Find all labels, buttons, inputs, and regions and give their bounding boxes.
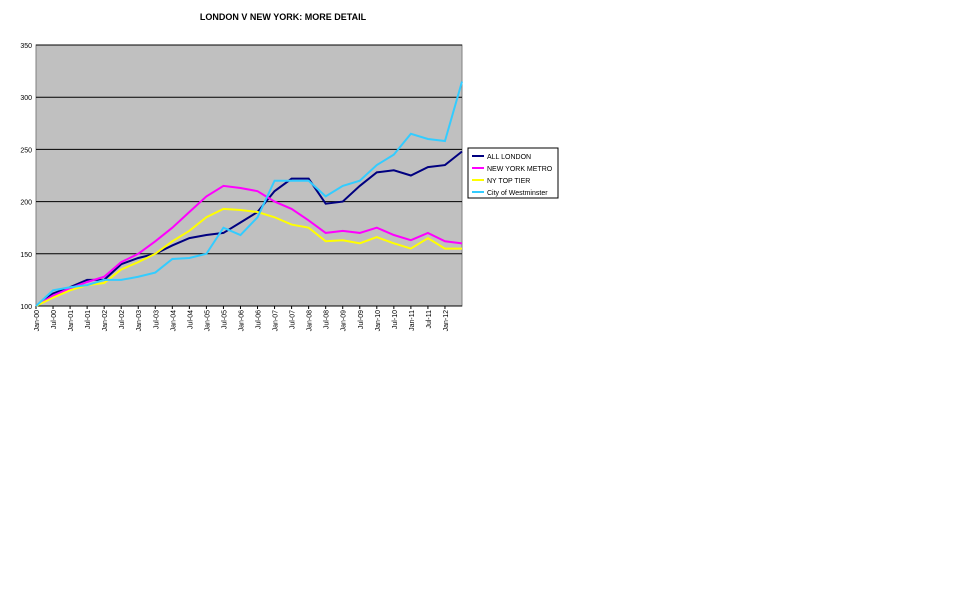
x-tick-label: Jan-02 [102,310,109,332]
x-tick-label: Jul-03 [153,310,160,329]
plot-area [35,44,463,307]
x-tick-label: Jan-11 [409,310,416,331]
x-tick-label: Jan-03 [136,310,143,332]
legend-label: City of Westminster [487,190,548,197]
y-tick-label: 250 [20,147,32,154]
y-tick-label: 200 [20,200,32,207]
y-tick-label: 100 [20,304,32,311]
series-line [35,81,463,307]
x-tick-label: Jan-06 [238,310,245,332]
series-line [35,150,463,307]
x-tick-label: Jul-06 [256,310,263,329]
x-tick-label: Jan-05 [204,310,211,332]
x-tick-label: Jan-10 [375,310,382,332]
x-tick-label: Jan-07 [273,310,280,332]
series-line [35,184,463,307]
x-tick-label: Jul-04 [187,310,194,329]
y-tick-label: 150 [20,252,32,259]
legend-label: NEW YORK METRO [487,166,553,173]
x-tick-label: Jul-11 [426,310,433,329]
legend-box [467,147,559,199]
x-tick-label: Jan-01 [68,310,75,332]
x-tick-label: Jan-04 [170,310,177,332]
x-tick-label: Jul-05 [221,310,228,329]
x-tick-label: Jan-08 [307,310,314,332]
legend-label: ALL LONDON [487,154,531,161]
x-tick-label: Jul-10 [392,310,399,329]
y-tick-label: 350 [20,43,32,50]
x-tick-label: Jan-12 [443,310,450,332]
x-tick-label: Jul-08 [324,310,331,329]
x-tick-label: Jan-09 [341,310,348,332]
x-tick-label: Jul-01 [85,310,92,329]
x-tick-label: Jul-00 [51,310,58,329]
y-tick-label: 300 [20,95,32,102]
x-tick-label: Jul-07 [290,310,297,329]
legend-label: NY TOP TIER [487,178,530,185]
chart-title: LONDON V NEW YORK: MORE DETAIL [200,12,367,22]
x-tick-label: Jan-00 [34,310,41,332]
x-tick-label: Jul-09 [358,310,365,329]
x-tick-label: Jul-02 [119,310,126,329]
